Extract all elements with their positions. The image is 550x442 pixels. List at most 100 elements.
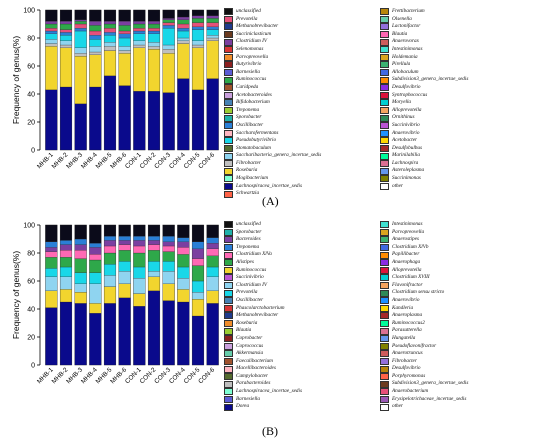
legend-swatch	[380, 251, 389, 259]
legend-swatch	[380, 304, 389, 312]
legend-label: Sporobacter	[236, 228, 262, 235]
bar-segment	[60, 266, 72, 277]
bar-CON-6	[206, 224, 219, 366]
bar-segment	[192, 9, 204, 16]
legend-entry: Coprococcus	[224, 343, 302, 351]
legend-entry: Methanobrevibacter	[224, 23, 321, 31]
legend-label: Roseburia	[236, 319, 258, 326]
legend-entry: Lachnospira	[380, 160, 468, 168]
bar-segment	[60, 35, 72, 41]
legend-swatch	[380, 221, 389, 229]
bar-segment	[60, 29, 72, 33]
bar-segment	[133, 240, 146, 247]
bar-segment	[89, 46, 102, 53]
bar-segment	[148, 261, 160, 272]
legend-swatch	[224, 327, 233, 335]
legend-entry: Coprobacter	[224, 335, 302, 343]
legend-label: Desulfobulbus	[392, 144, 422, 151]
legend-label: Acetobacter	[392, 137, 418, 144]
legend-entry: Macellibacteroides	[224, 365, 302, 373]
bar-segment	[192, 299, 204, 317]
legend-swatch	[380, 122, 389, 130]
bar-segment	[177, 40, 190, 44]
bar-segment	[104, 9, 116, 22]
bar-segment	[192, 258, 204, 266]
legend-label: other	[392, 182, 403, 189]
legend-entry: Olsenella	[380, 16, 468, 24]
legend-entry: Prevotella	[224, 16, 321, 24]
bar-segment	[162, 283, 175, 301]
bar-segment	[206, 255, 219, 268]
bar-segment	[89, 259, 102, 273]
legend-label: Pirellula	[392, 61, 411, 68]
bar-segment	[206, 40, 219, 79]
bar-CON-2	[147, 224, 161, 366]
legend-entry: other	[380, 403, 468, 411]
legend-entry: unclassified	[224, 8, 321, 16]
bar-segment	[177, 9, 190, 18]
legend-swatch	[224, 23, 233, 31]
bar-segment	[74, 30, 87, 48]
bar-MHB-4	[89, 224, 102, 366]
legend-entry: Caridpeda	[224, 84, 321, 92]
bar-segment	[192, 292, 204, 300]
bar-segment	[60, 9, 72, 22]
bar-segment	[177, 254, 190, 268]
bar-segment	[45, 224, 58, 242]
bar-segment	[192, 44, 204, 48]
bar-segment	[89, 30, 102, 36]
bar-segment	[192, 40, 204, 46]
legend-label: Alloprevotella	[392, 266, 422, 273]
bar-segment	[192, 18, 204, 23]
bar-segment	[118, 244, 131, 251]
legend-b-column-1: unclassified Sporobacter Bacteroides Trepon…	[224, 221, 302, 411]
legend-swatch	[224, 274, 233, 282]
bar-segment	[74, 9, 87, 20]
bar-segment	[133, 266, 146, 279]
legend-swatch	[224, 190, 233, 198]
legend-swatch	[224, 91, 233, 99]
bar-segment	[45, 33, 58, 40]
legend-swatch	[224, 244, 233, 252]
bar-segment	[74, 103, 87, 151]
bar-segment	[162, 25, 175, 29]
legend-entry: Hungatella	[380, 335, 468, 343]
bar-segment	[74, 224, 87, 240]
legend-entry: Treponema	[224, 107, 321, 115]
bar-segment	[133, 306, 146, 366]
legend-label: Lachnospiracea_incertae_sedis	[236, 388, 302, 395]
bar-segment	[162, 92, 175, 151]
bar-segment	[118, 261, 131, 272]
bar-segment	[60, 21, 72, 25]
bar-CON-1	[133, 9, 146, 151]
bar-segment	[118, 21, 131, 26]
bar-segment	[177, 23, 190, 29]
legend-label: Ruminococcus	[236, 266, 267, 273]
bar-segment	[133, 28, 146, 32]
bar-segment	[162, 241, 175, 247]
legend-label: Fibrobacter	[236, 159, 261, 166]
bar-MHB-6	[118, 224, 131, 366]
legend-swatch	[380, 107, 389, 115]
bar-segment	[192, 265, 204, 282]
y-tick-label: 20	[27, 335, 35, 342]
legend-swatch	[224, 395, 233, 403]
bar-segment	[162, 44, 175, 50]
bar-segment	[177, 43, 190, 79]
bar-segment	[133, 23, 146, 29]
bar-segment	[45, 9, 58, 22]
bar-segment	[206, 26, 219, 30]
legend-swatch	[380, 236, 389, 244]
legend-entry: Schwartzia	[224, 190, 321, 198]
bar-segment	[118, 297, 131, 366]
bar-segment	[177, 241, 190, 248]
legend-swatch	[224, 266, 233, 274]
legend-entry: other	[380, 183, 468, 191]
bar-segment	[206, 290, 219, 304]
bar-segment	[89, 21, 102, 26]
legend-entry: Anaerotruncus	[380, 350, 468, 358]
bar-segment	[133, 47, 146, 92]
bar-segment	[148, 42, 160, 47]
legend-swatch	[224, 129, 233, 137]
bar-segment	[60, 240, 72, 245]
